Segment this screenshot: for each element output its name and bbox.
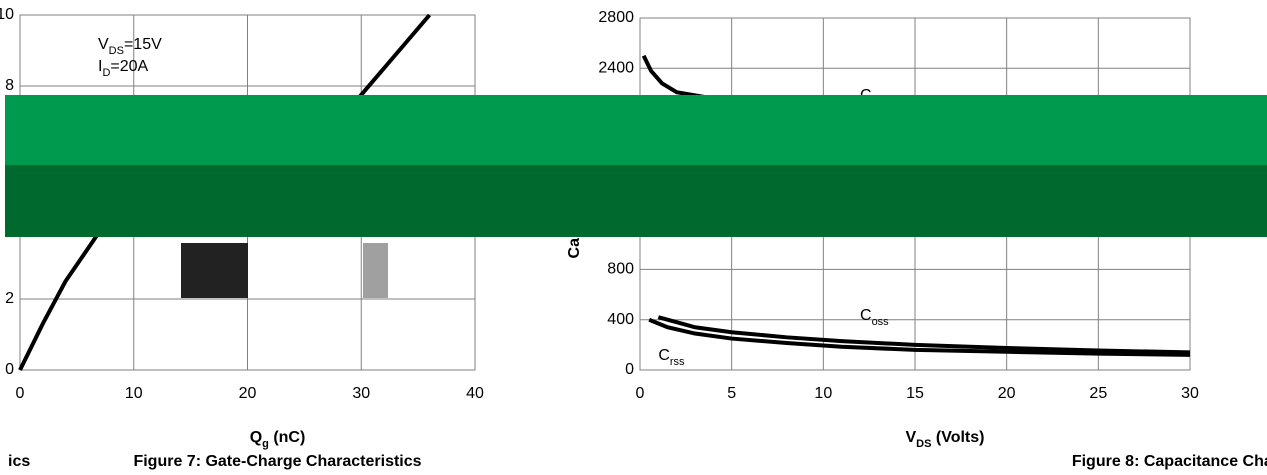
y-tick-label: 2 [5,290,14,307]
x-axis-label-part: V [906,429,917,446]
x-tick-label: 25 [1089,385,1107,402]
x-axis-label-part: (Volts) [931,429,984,446]
x-tick-label: 0 [636,385,645,402]
data-line [648,317,1191,357]
annotation-part: DS [109,45,124,57]
y-tick-label: 8 [5,77,14,94]
y-tick-label: 800 [607,261,634,278]
series-label-part: C [658,347,670,364]
x-tick-label: 10 [814,385,832,402]
glitch-overlay [363,243,388,298]
y-tick-label: 10 [0,6,14,23]
x-tick-label: 0 [16,385,25,402]
glitch-overlay [5,165,1267,237]
x-tick-label: 5 [727,385,736,402]
y-tick-label: 2400 [598,60,634,77]
x-axis-label: Qg (nC) [250,429,306,450]
caption-fragment: ics [8,453,30,470]
annotation: ID=20A [98,58,149,79]
x-tick-label: 40 [466,385,484,402]
x-tick-label: 20 [998,385,1016,402]
series-label-part: C [860,307,872,324]
annotation-part: D [102,67,110,79]
annotation-part: V [98,36,109,53]
annotation-part: =15V [124,36,162,53]
chart-title: Figure 8: Capacitance Characteristics [1072,453,1267,470]
y-tick-label: 0 [5,361,14,378]
x-tick-label: 10 [125,385,143,402]
x-tick-label: 15 [906,385,924,402]
x-axis-label-part: DS [916,438,931,450]
glitch-overlay [181,243,248,298]
chart-title: Figure 7: Gate-Charge Characteristics [133,453,421,470]
y-tick-label: 0 [625,361,634,378]
x-tick-label: 30 [1181,385,1199,402]
y-tick-label: 2800 [598,9,634,26]
x-tick-label: 20 [239,385,257,402]
glitch-overlay [5,95,1267,165]
series-label: Coss [860,307,889,328]
annotation: VDS=15V [98,36,162,57]
series-label: Crss [658,347,685,368]
series-label-part: oss [872,316,890,328]
x-axis-label-part: (nC) [269,429,305,446]
x-axis-label-part: g [262,438,269,450]
x-axis-label: VDS (Volts) [906,429,985,450]
annotation-part: I [98,58,102,75]
data-line [657,315,1191,355]
x-tick-label: 30 [352,385,370,402]
annotation-part: =20A [110,58,148,75]
y-tick-label: 400 [607,311,634,328]
series-label-part: rss [670,356,685,368]
x-axis-label-part: Q [250,429,262,446]
